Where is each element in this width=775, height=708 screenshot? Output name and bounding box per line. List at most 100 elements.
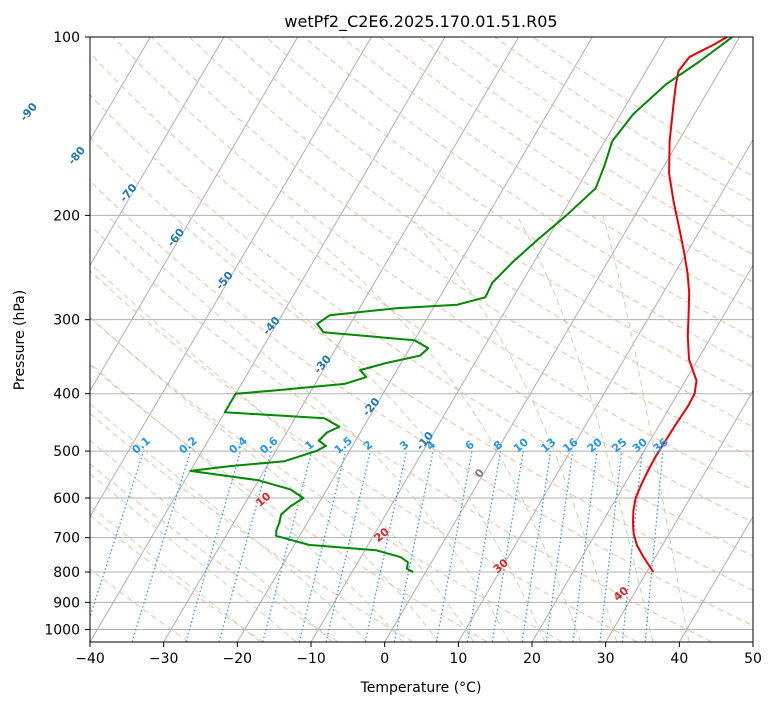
mixing-ratio-line — [131, 450, 191, 642]
dry-adiabat-label: 30 — [491, 556, 511, 576]
y-tick-label: 600 — [53, 491, 80, 507]
isotherm-label: -50 — [213, 269, 236, 293]
mixing-ratio-line — [435, 450, 473, 642]
moist-adiabat — [90, 316, 439, 642]
isotherm-line — [457, 138, 753, 642]
x-tick-label: 30 — [597, 651, 615, 667]
x-axis-label: Temperature (°C) — [360, 680, 482, 696]
line-labels: 0.10.20.40.611.52346810131620253036-100-… — [17, 100, 671, 604]
y-axis: 100 200 300 400 500 600 700 800 900 1000 — [44, 30, 90, 638]
temperature-line — [632, 37, 728, 573]
dry-adiabat — [90, 180, 753, 627]
mixing-ratio-line — [185, 450, 241, 642]
mixing-ratio-label: 20 — [585, 435, 605, 455]
dry-adiabat-label: 20 — [372, 525, 392, 545]
moist-adiabat — [90, 362, 404, 642]
mixing-ratio-line — [325, 450, 371, 642]
mixing-ratio-line — [521, 451, 552, 642]
isotherm-label: -80 — [65, 144, 88, 168]
isotherm-label: -70 — [117, 181, 140, 205]
dry-adiabat — [90, 514, 264, 642]
isotherm-label: -20 — [360, 395, 383, 419]
y-axis-label: Pressure (hPa) — [12, 290, 28, 390]
mixing-ratio-line — [491, 451, 524, 642]
isotherm-line — [384, 37, 741, 642]
moist-adiabat — [90, 262, 475, 642]
isotherm-label: -30 — [311, 352, 334, 376]
mixing-ratio-label: 6 — [463, 438, 477, 453]
background-lines — [0, 37, 753, 642]
mixing-ratio-line — [621, 451, 643, 642]
profile-lines — [189, 37, 733, 573]
y-tick-label: 300 — [53, 313, 80, 329]
moist-adiabat — [90, 403, 369, 642]
x-axis: −40 −30 −20 −10 0 10 20 30 40 50 — [75, 642, 762, 667]
y-tick-label: 500 — [53, 444, 80, 460]
x-tick-label: −20 — [223, 651, 253, 667]
dry-adiabat — [456, 37, 753, 229]
dry-adiabat-label: 40 — [611, 584, 631, 604]
moist-adiabat — [516, 215, 654, 642]
mixing-ratio-line — [298, 450, 347, 642]
moist-adiabat — [90, 504, 261, 642]
mixing-ratio-label: 30 — [630, 435, 650, 455]
dry-adiabat — [90, 136, 753, 592]
dry-adiabat — [90, 94, 753, 557]
mixing-ratio-line — [218, 450, 272, 642]
moist-adiabat — [406, 214, 618, 642]
x-tick-label: −40 — [75, 651, 105, 667]
isotherm-line — [90, 37, 299, 392]
y-tick-label: 800 — [53, 565, 80, 581]
dry-adiabat — [90, 316, 563, 642]
dry-adiabat — [90, 224, 712, 642]
moist-adiabat — [90, 439, 333, 642]
isotherm-line — [0, 37, 3, 642]
mixing-ratio-label: 13 — [538, 436, 558, 456]
y-tick-label: 1000 — [44, 622, 80, 638]
chart-title: wetPf2_C2E6.2025.170.01.51.R05 — [284, 12, 557, 32]
dry-adiabat — [90, 52, 753, 524]
isotherm-label: 0 — [472, 466, 487, 480]
dewpoint-line — [189, 37, 733, 573]
isotherm-line — [531, 264, 753, 642]
isotherm-line — [678, 515, 753, 642]
mixing-ratio-line — [572, 451, 598, 642]
dry-adiabat — [303, 37, 753, 339]
x-tick-label: −10 — [296, 651, 326, 667]
dry-adiabat — [112, 37, 753, 491]
mixing-ratio-label: 0.4 — [226, 434, 250, 457]
mixing-ratio-line — [644, 451, 664, 642]
x-tick-label: 20 — [523, 651, 541, 667]
x-tick-label: −30 — [149, 651, 179, 667]
moist-adiabat — [289, 214, 582, 642]
mixing-ratio-line — [364, 450, 408, 642]
isotherm-line — [163, 37, 520, 642]
dry-adiabat — [90, 413, 414, 642]
isotherm-line — [90, 37, 446, 642]
x-tick-label: 50 — [744, 651, 762, 667]
mixing-ratio-line — [262, 450, 313, 642]
dry-adiabat — [379, 37, 753, 283]
dry-adiabat — [532, 37, 753, 177]
y-tick-label: 100 — [53, 30, 80, 46]
plot-frame — [89, 36, 754, 643]
dry-adiabat — [90, 568, 190, 642]
mixing-ratio-label: 25 — [609, 436, 629, 456]
isotherm-line — [90, 37, 151, 141]
y-tick-label: 900 — [53, 595, 80, 611]
isotherm-line — [752, 641, 753, 642]
mixing-ratio-line — [466, 450, 502, 642]
isotherm-line — [90, 37, 225, 267]
y-tick-label: 700 — [53, 531, 80, 547]
isotherm-label: -90 — [17, 100, 40, 124]
mixing-ratio-label: 10 — [511, 435, 531, 455]
x-tick-label: 40 — [670, 651, 688, 667]
dry-adiabat — [418, 37, 753, 256]
moist-adiabat — [106, 214, 510, 642]
moist-adiabat — [602, 215, 690, 642]
mixing-ratio-line — [599, 451, 623, 642]
mixing-ratio-label: 0.6 — [257, 434, 281, 457]
y-tick-label: 400 — [53, 387, 80, 403]
mixing-ratio-label: 1.5 — [332, 434, 355, 456]
mixing-ratio-line — [393, 450, 434, 642]
